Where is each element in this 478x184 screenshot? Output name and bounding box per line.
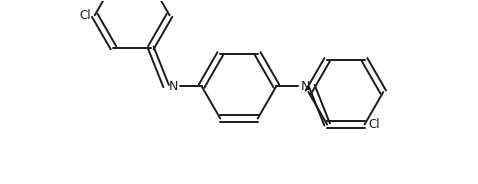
Text: N: N <box>168 80 178 93</box>
Text: Cl: Cl <box>369 118 380 131</box>
Text: Cl: Cl <box>79 9 91 22</box>
Text: N: N <box>300 80 310 93</box>
